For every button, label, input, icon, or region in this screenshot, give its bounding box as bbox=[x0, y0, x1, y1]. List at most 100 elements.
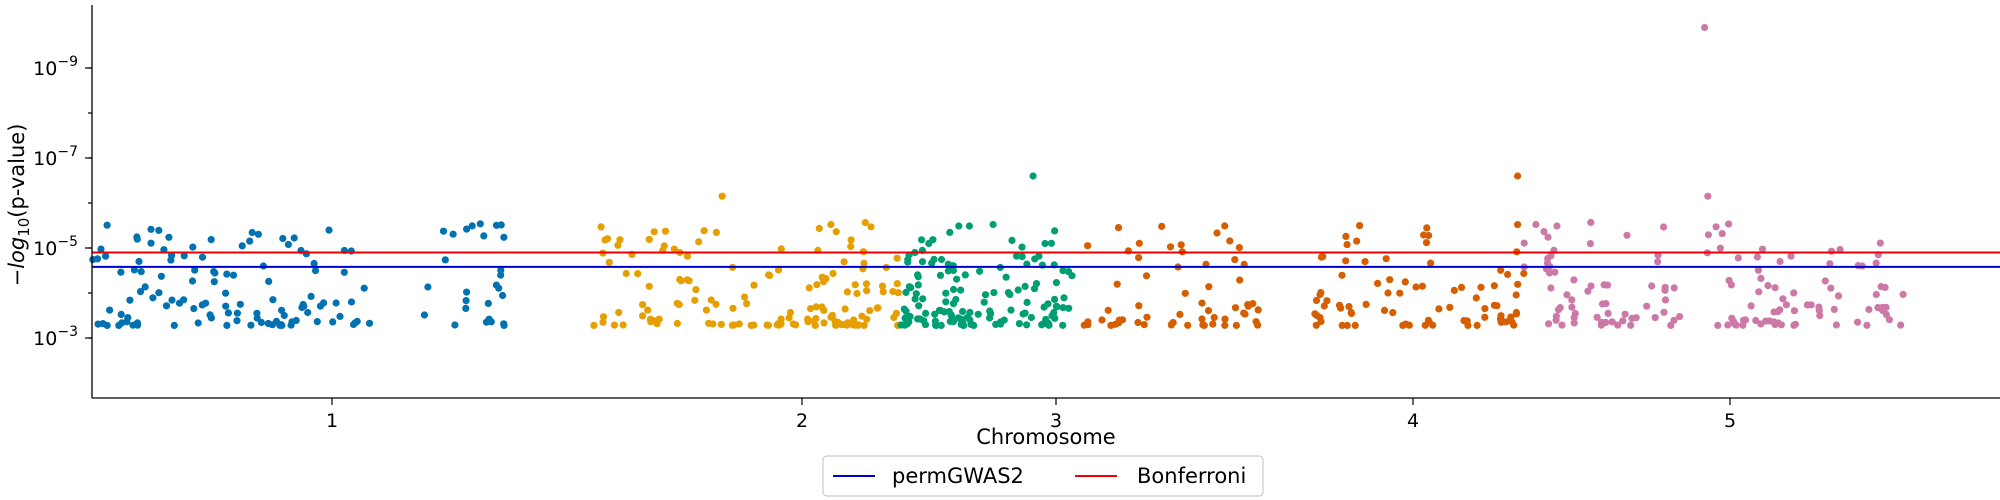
snp-point-chr5 bbox=[1540, 228, 1548, 236]
snp-point-chr4 bbox=[1338, 321, 1346, 329]
snp-point-chr3 bbox=[1041, 239, 1049, 248]
snp-point-chr1 bbox=[499, 291, 507, 300]
snp-point-chr1 bbox=[115, 321, 123, 329]
snp-point-chr2 bbox=[892, 309, 901, 317]
snp-point-chr5 bbox=[1547, 284, 1555, 292]
snp-point-chr2 bbox=[705, 319, 713, 327]
snp-point-chr5 bbox=[1544, 233, 1552, 241]
snp-point-chr4 bbox=[1181, 289, 1189, 297]
snp-point-chr3 bbox=[1053, 303, 1061, 311]
snp-point-chr5 bbox=[1643, 302, 1651, 310]
snp-point-chr4 bbox=[1351, 321, 1359, 329]
snp-point-chr1 bbox=[141, 283, 149, 291]
snp-point-chr4 bbox=[1158, 222, 1166, 230]
snp-point-chr1 bbox=[165, 233, 173, 241]
x-ticks: 1 2 3 4 5 bbox=[326, 398, 1736, 432]
x-tick-label-1: 1 bbox=[326, 410, 338, 432]
snp-point-chr2 bbox=[644, 306, 652, 314]
snp-point-chr5 bbox=[1586, 240, 1594, 248]
snp-point-chr5 bbox=[1834, 292, 1843, 300]
snp-point-chr3 bbox=[919, 295, 927, 303]
snp-point-chr2 bbox=[807, 305, 815, 313]
snp-point-chr2 bbox=[634, 270, 642, 278]
snp-point-chr4 bbox=[1098, 316, 1106, 324]
snp-point-chr5 bbox=[1803, 301, 1811, 309]
snp-point-chr5 bbox=[1885, 316, 1893, 324]
snp-point-chr2 bbox=[683, 252, 692, 260]
snp-point-chr5 bbox=[1757, 274, 1765, 282]
snp-point-chr4 bbox=[1084, 318, 1092, 326]
snp-point-chr5 bbox=[1872, 259, 1880, 267]
snp-point-chr1 bbox=[347, 298, 356, 306]
snp-point-chr1 bbox=[162, 302, 171, 310]
threshold-lines bbox=[92, 251, 2000, 268]
snp-point-chr5 bbox=[1563, 291, 1571, 299]
snp-point-chr4 bbox=[1184, 321, 1192, 329]
snp-point-chr4 bbox=[1236, 276, 1244, 284]
snp-point-chr2 bbox=[747, 321, 755, 329]
snp-point-chr4 bbox=[1502, 318, 1510, 326]
snp-point-chr5 bbox=[1712, 223, 1720, 231]
y-tick-label: 10−5 bbox=[33, 234, 78, 260]
snp-point-chr2 bbox=[647, 318, 655, 326]
snp-point-chr5 bbox=[1791, 320, 1799, 328]
snp-point-chr4 bbox=[1226, 237, 1234, 245]
snp-point-chr4 bbox=[1374, 279, 1382, 287]
snp-point-chr4 bbox=[1362, 300, 1370, 308]
snp-point-chr5 bbox=[1729, 318, 1738, 326]
snp-point-chr3 bbox=[965, 222, 974, 230]
snp-point-chr5 bbox=[1764, 282, 1772, 290]
snp-point-chr2 bbox=[847, 242, 855, 251]
snp-point-chr1 bbox=[360, 284, 368, 292]
snp-point-chr3 bbox=[1007, 306, 1015, 314]
snp-point-chr1 bbox=[468, 222, 476, 230]
snp-point-chr5 bbox=[1734, 254, 1742, 262]
snp-point-chr2 bbox=[893, 254, 901, 262]
snp-point-chr5 bbox=[1661, 296, 1670, 304]
snp-point-chr3 bbox=[957, 286, 965, 294]
snp-point-chr1 bbox=[497, 266, 505, 274]
snp-point-chr5 bbox=[1725, 276, 1733, 284]
snp-point-chr4 bbox=[1343, 321, 1351, 329]
snp-point-chr2 bbox=[743, 300, 751, 308]
snp-point-chr1 bbox=[299, 300, 307, 309]
x-axis-title: Chromosome bbox=[976, 425, 1115, 449]
snp-point-chr1 bbox=[223, 321, 231, 329]
snp-point-chr2 bbox=[860, 259, 868, 267]
snp-point-chr4 bbox=[1504, 270, 1512, 279]
snp-point-chr2 bbox=[670, 245, 678, 253]
snp-point-chr4 bbox=[1135, 239, 1143, 247]
snp-point-chr1 bbox=[320, 299, 328, 307]
snp-point-chr5 bbox=[1827, 284, 1835, 292]
snp-point-chr4 bbox=[1384, 289, 1392, 297]
snp-point-chr2 bbox=[730, 321, 738, 329]
snp-point-chr3 bbox=[902, 307, 910, 315]
snp-point-chr1 bbox=[155, 289, 163, 297]
snp-point-chr3 bbox=[1031, 255, 1039, 263]
snp-point-chr1 bbox=[254, 230, 262, 238]
snp-point-chr2 bbox=[862, 280, 871, 288]
snp-point-chr2 bbox=[660, 242, 668, 250]
snp-point-chr1 bbox=[126, 296, 134, 304]
points-layer bbox=[89, 23, 1907, 329]
snp-point-chr1 bbox=[269, 296, 277, 304]
snp-point-chr1 bbox=[500, 321, 508, 329]
snp-point-chr3 bbox=[1014, 286, 1022, 294]
snp-point-chr5 bbox=[1570, 314, 1578, 322]
snp-point-chr1 bbox=[222, 302, 230, 310]
snp-point-chr4 bbox=[1457, 283, 1466, 291]
snp-point-chr4 bbox=[1399, 321, 1407, 329]
snp-point-chr1 bbox=[484, 299, 492, 307]
snp-point-chr2 bbox=[804, 315, 812, 323]
snp-point-chr5 bbox=[1787, 252, 1795, 260]
snp-point-chr5 bbox=[1584, 287, 1592, 295]
snp-point-chr5 bbox=[1619, 317, 1627, 325]
snp-point-chr3 bbox=[948, 313, 956, 321]
y-tick-label: 10−9 bbox=[33, 54, 78, 80]
snp-point-chr1 bbox=[157, 272, 165, 280]
snp-point-chr1 bbox=[222, 289, 230, 297]
snp-point-chr2 bbox=[597, 223, 605, 231]
snp-point-chr3 bbox=[931, 310, 939, 318]
snp-point-chr1 bbox=[106, 306, 114, 314]
snp-point-chr1 bbox=[248, 228, 256, 237]
